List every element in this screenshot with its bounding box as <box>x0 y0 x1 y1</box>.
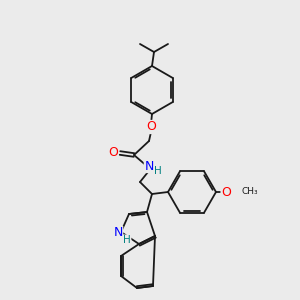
Text: O: O <box>221 185 231 199</box>
Text: O: O <box>146 121 156 134</box>
Text: O: O <box>108 146 118 160</box>
Text: N: N <box>113 226 123 239</box>
Text: N: N <box>144 160 154 172</box>
Text: H: H <box>123 235 131 245</box>
Text: H: H <box>154 166 162 176</box>
Text: CH₃: CH₃ <box>241 188 258 196</box>
